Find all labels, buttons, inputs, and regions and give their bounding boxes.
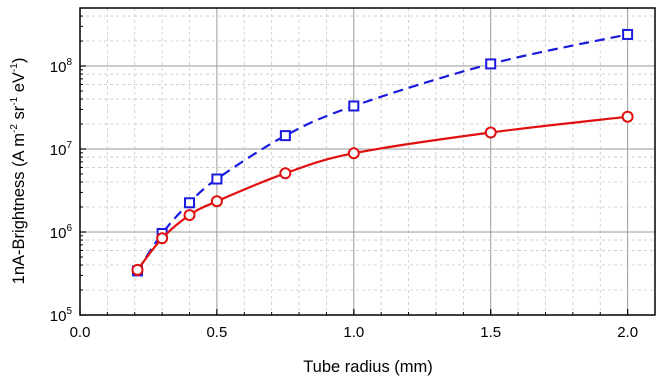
y-axis-title: 1nA-Brightness (A m-2 sr-1 eV-1) [9,58,28,285]
x-tick-label: 1.0 [343,324,364,341]
y-tick-label: 108 [50,57,73,76]
series-2 [131,110,634,276]
y-tick-label-base: 10 [50,142,67,159]
data-point-square [279,130,291,142]
data-point-circle [484,126,497,139]
y-tick-label-base: 10 [50,225,67,242]
series-1 [132,28,634,277]
data-point-square [622,28,634,40]
y-tick-label-exponent: 6 [66,223,72,234]
y-title-mid1: sr [10,105,28,124]
data-point-circle [621,110,634,123]
data-point-square [348,100,360,112]
y-tick-label: 105 [50,306,73,325]
y-title-exp3: -1 [9,63,20,72]
x-tick-label: 2.0 [617,324,638,341]
series-line [136,33,628,272]
data-point-circle [131,263,144,276]
y-tick-label: 106 [50,223,73,242]
plot-frame [79,7,656,316]
x-axis-title: Tube radius (mm) [303,358,433,376]
x-tick-label: 0.0 [70,324,91,341]
data-point-square [211,173,223,185]
data-point-circle [279,167,292,180]
data-point-circle [210,195,223,208]
data-point-square [184,197,196,209]
y-title-suffix: ) [10,58,28,64]
y-tick-label: 107 [50,140,73,159]
data-point-circle [183,209,196,222]
x-tick-label: 1.5 [480,324,501,341]
data-point-circle [156,232,169,245]
y-title-exp2: -1 [9,96,20,105]
series-line [136,115,628,271]
series-layer [131,28,634,277]
y-tick-label-base: 10 [50,308,67,325]
y-title-exp1: -2 [9,124,20,133]
axis-ticks [79,15,629,316]
data-point-square [485,58,497,70]
data-point-circle [347,147,360,160]
y-tick-label-base: 10 [50,59,67,76]
y-tick-label-exponent: 8 [66,57,72,68]
x-tick-label: 0.5 [206,324,227,341]
grid-lines [80,8,655,315]
y-title-mid2: eV [10,72,28,97]
y-title-prefix: 1nA-Brightness (A m [10,133,28,284]
y-tick-label-exponent: 7 [66,140,72,151]
y-tick-label-exponent: 5 [66,306,72,317]
